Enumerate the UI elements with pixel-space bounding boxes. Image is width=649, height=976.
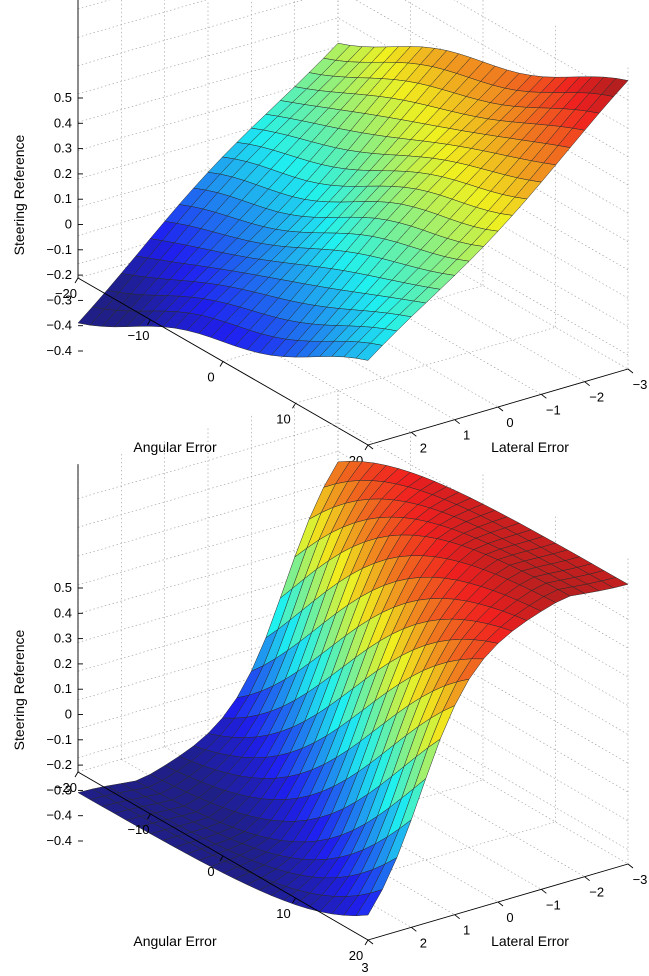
z-tick-label: 0.4 [54, 115, 72, 130]
y-tick-mark [367, 444, 374, 450]
y-tick-mark [497, 406, 504, 412]
top-surface-mesh [77, 42, 629, 361]
z-tick-label: 0.3 [54, 141, 72, 156]
y-tick-label: 2 [420, 935, 427, 950]
y-tick-mark [584, 381, 590, 387]
top-tick-labels: −20−10010203210−1−2−30.50.40.30.20.10−0.… [46, 90, 647, 480]
y-tick-label: 1 [463, 428, 470, 443]
panel-top-surface-plot: −20−10010203210−1−2−30.50.40.30.20.10−0.… [11, 0, 647, 480]
x-tick-label: −20 [55, 286, 77, 301]
z-tick-label: −0.1 [46, 242, 72, 257]
y-tick-label: −2 [589, 390, 604, 405]
bottom-z-axis-label: Steering Reference [11, 629, 27, 750]
y-tick-label: 2 [420, 440, 427, 455]
x-tick-mark [74, 771, 79, 778]
y-tick-label: −1 [546, 897, 561, 912]
y-tick-label: −3 [633, 872, 648, 887]
z-tick-label: −0.4 [46, 343, 72, 358]
z-tick-label: 0 [65, 707, 72, 722]
z-tick-label: −0.1 [46, 732, 72, 747]
top-y-axis-label: Lateral Error [491, 439, 569, 455]
y-tick-label: 3 [361, 960, 368, 975]
z-tick-label: 0.2 [54, 166, 72, 181]
bottom-surface-mesh [77, 460, 629, 917]
panel-bottom-surface-plot: −20−10010203210−1−2−30.50.40.30.20.10−0.… [11, 388, 647, 975]
floor-grid-line [295, 326, 556, 404]
x-tick-label: 10 [276, 906, 290, 921]
top-z-axis-label: Steering Reference [11, 134, 27, 255]
z-tick-label: 0.3 [54, 631, 72, 646]
x-tick-label: 0 [207, 370, 214, 385]
z-tick-label: 0.5 [54, 580, 72, 595]
bottom-y-axis-label: Lateral Error [491, 933, 569, 949]
x-tick-label: 10 [276, 411, 290, 426]
y-tick-mark [627, 863, 634, 869]
z-tick-label: 0 [65, 217, 72, 232]
y-tick-label: 0 [506, 415, 513, 430]
y-tick-label: −2 [589, 885, 604, 900]
z-tick-label: 0.1 [54, 191, 72, 206]
y-tick-mark [541, 393, 547, 399]
x-tick-mark [147, 319, 151, 325]
z-tick-label: 0.5 [54, 90, 72, 105]
y-tick-mark [627, 368, 634, 374]
z-tick-label: −0.2 [46, 757, 72, 772]
x-tick-label: −10 [127, 328, 149, 343]
y-tick-mark [454, 914, 460, 920]
z-tick-label: −0.4 [46, 833, 72, 848]
x-tick-mark [292, 897, 296, 904]
y-tick-mark [584, 876, 590, 882]
top-axes [74, 0, 634, 451]
y-tick-mark [411, 431, 417, 437]
x-tick-mark [364, 444, 369, 451]
y-tick-mark [411, 926, 417, 932]
z-tick-label: 0.2 [54, 656, 72, 671]
z-tick-label: −0.3 [46, 782, 72, 797]
y-tick-mark [541, 888, 547, 894]
x-tick-mark [364, 939, 369, 946]
x-tick-label: 0 [207, 864, 214, 879]
bottom-x-axis-label: Angular Error [133, 933, 217, 949]
z-tick-label: −0.2 [46, 267, 72, 282]
y-tick-label: 0 [506, 910, 513, 925]
top-x-axis-label: Angular Error [133, 439, 217, 455]
x-tick-mark [292, 403, 296, 409]
z-tick-label: −0.4 [46, 318, 72, 333]
surface-patch [355, 342, 383, 361]
z-tick-label: −0.3 [46, 292, 72, 307]
x-tick-mark [219, 855, 224, 862]
y-tick-label: −3 [633, 377, 648, 392]
x-tick-label: −10 [127, 822, 149, 837]
x-tick-mark [219, 361, 224, 367]
surface-patch [355, 889, 383, 917]
x-tick-mark [147, 813, 151, 820]
x-tick-mark [74, 277, 79, 284]
y-tick-mark [497, 901, 504, 907]
z-tick-label: 0.1 [54, 681, 72, 696]
bottom-axes [74, 464, 634, 946]
y-tick-label: −1 [546, 402, 561, 417]
y-tick-mark [367, 939, 374, 945]
x-tick-label: −20 [55, 780, 77, 795]
y-tick-label: 1 [463, 923, 470, 938]
z-tick-label: −0.4 [46, 808, 72, 823]
y-tick-mark [454, 419, 460, 425]
z-tick-label: 0.4 [54, 605, 72, 620]
bottom-tick-labels: −20−10010203210−1−2−30.50.40.30.20.10−0.… [46, 580, 647, 975]
x-tick-label: 20 [349, 948, 363, 963]
